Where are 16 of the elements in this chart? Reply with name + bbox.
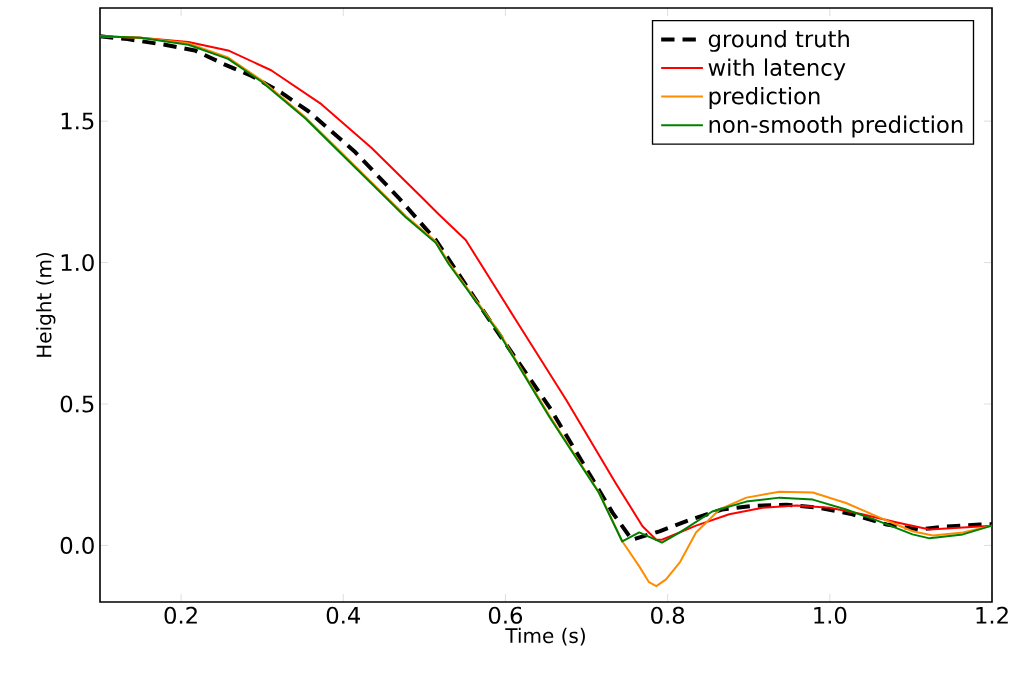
x-tick-label: 0.4 — [326, 606, 361, 624]
legend-label: ground truth — [708, 29, 849, 52]
legend-label: prediction — [709, 86, 820, 109]
legend-label: non-smooth prediction — [709, 115, 963, 138]
y-axis-title: Height (m) — [36, 252, 56, 357]
y-tick-label: 0.5 — [60, 395, 94, 413]
legend-label: with latency — [708, 58, 846, 81]
x-tick-label: 0.6 — [488, 606, 523, 624]
x-tick-label: 1.2 — [976, 606, 1008, 624]
x-tick-label: 0.8 — [651, 606, 685, 624]
y-tick-label: 1.5 — [61, 112, 94, 130]
x-tick-label: 1.0 — [814, 606, 847, 624]
x-axis-title: Time (s) — [505, 627, 585, 646]
y-tick-label: 1.0 — [61, 253, 94, 272]
x-tick-label: 0.2 — [164, 606, 197, 624]
y-tick-label: 0.0 — [60, 536, 94, 554]
